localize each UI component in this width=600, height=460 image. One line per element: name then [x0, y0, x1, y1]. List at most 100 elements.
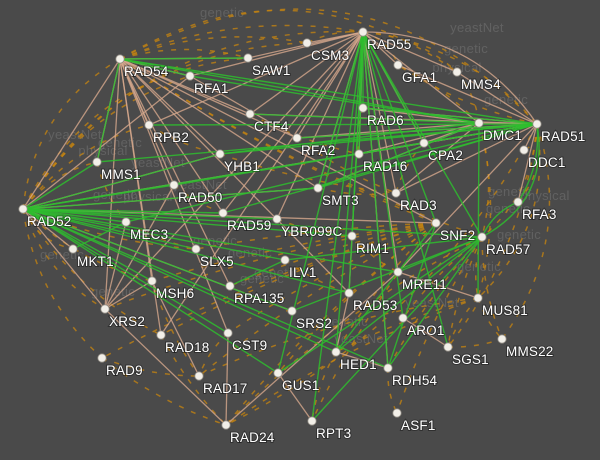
node-label-ASF1[interactable]: ASF1: [400, 417, 436, 434]
node-label-RAD59[interactable]: RAD59: [226, 217, 272, 234]
node-ILV1[interactable]: [280, 255, 290, 265]
node-label-RDH54[interactable]: RDH54: [391, 372, 438, 389]
node-RIM1[interactable]: [347, 231, 357, 241]
node-SNF2[interactable]: [431, 218, 441, 228]
node-SRS2[interactable]: [287, 306, 297, 316]
node-SAW1[interactable]: [243, 53, 253, 63]
node-MKT1[interactable]: [68, 244, 78, 254]
node-RPT3[interactable]: [307, 416, 317, 426]
node-MRE11[interactable]: [393, 267, 403, 277]
node-RPB2[interactable]: [144, 120, 154, 130]
node-HED1[interactable]: [331, 347, 341, 357]
node-label-SLX5[interactable]: SLX5: [199, 253, 235, 270]
node-label-MRE11[interactable]: MRE11: [401, 276, 448, 293]
node-label-RAD52[interactable]: RAD52: [26, 213, 72, 230]
node-label-RFA3[interactable]: RFA3: [521, 206, 557, 223]
node-ASF1[interactable]: [392, 408, 402, 418]
node-label-RFA1[interactable]: RFA1: [193, 80, 229, 97]
node-label-CTF4[interactable]: CTF4: [253, 118, 290, 135]
node-RAD54[interactable]: [115, 54, 125, 64]
node-RAD52[interactable]: [18, 204, 28, 214]
node-ARO1[interactable]: [398, 313, 408, 323]
node-label-XRS2[interactable]: XRS2: [108, 313, 146, 330]
node-SGS1[interactable]: [443, 342, 453, 352]
node-label-MSH6[interactable]: MSH6: [155, 285, 195, 302]
node-SMT3[interactable]: [313, 183, 323, 193]
node-label-RAD51[interactable]: RAD51: [540, 128, 586, 145]
node-RFA2[interactable]: [292, 133, 302, 143]
node-label-RAD54[interactable]: RAD54: [123, 63, 170, 80]
node-label-RAD16[interactable]: RAD16: [362, 158, 408, 175]
node-RAD51[interactable]: [532, 119, 542, 129]
node-RAD6[interactable]: [358, 103, 368, 113]
node-RAD24[interactable]: [221, 420, 231, 430]
node-label-MMS22[interactable]: MMS22: [505, 343, 554, 360]
node-label-RAD6[interactable]: RAD6: [366, 112, 405, 129]
node-label-SGS1[interactable]: SGS1: [451, 351, 490, 368]
node-label-CSM3[interactable]: CSM3: [310, 47, 350, 64]
node-RAD59[interactable]: [218, 208, 228, 218]
node-label-GUS1[interactable]: GUS1: [281, 377, 320, 394]
node-label-RAD9[interactable]: RAD9: [105, 362, 144, 379]
node-SLX5[interactable]: [191, 244, 201, 254]
node-MMS22[interactable]: [497, 334, 507, 344]
node-RAD3[interactable]: [391, 188, 401, 198]
node-label-RIM1[interactable]: RIM1: [355, 240, 390, 257]
node-DDC1[interactable]: [519, 145, 529, 155]
node-label-YBR099C[interactable]: YBR099C: [280, 223, 343, 240]
node-YHB1[interactable]: [215, 149, 225, 159]
node-GUS1[interactable]: [273, 368, 283, 378]
node-label-YHB1[interactable]: YHB1: [223, 158, 261, 175]
node-RFA1[interactable]: [185, 71, 195, 81]
node-label-MUS81[interactable]: MUS81: [481, 302, 529, 319]
node-label-SAW1[interactable]: SAW1: [251, 62, 291, 79]
node-CTF4[interactable]: [245, 109, 255, 119]
node-label-RPT3[interactable]: RPT3: [315, 425, 352, 442]
node-label-ARO1[interactable]: ARO1: [406, 322, 445, 339]
node-label-MKT1[interactable]: MKT1: [76, 253, 115, 270]
node-label-CPA2[interactable]: CPA2: [427, 147, 464, 164]
node-XRS2[interactable]: [100, 304, 110, 314]
node-MSH6[interactable]: [147, 276, 157, 286]
node-label-MEC3[interactable]: MEC3: [129, 226, 169, 243]
node-RAD9[interactable]: [97, 353, 107, 363]
node-label-RPA135[interactable]: RPA135: [233, 290, 285, 307]
node-MMS4[interactable]: [452, 67, 462, 77]
node-label-MMS4[interactable]: MMS4: [460, 76, 502, 93]
node-label-RAD17[interactable]: RAD17: [202, 380, 248, 397]
node-label-RAD24[interactable]: RAD24: [229, 429, 276, 446]
node-label-RAD50[interactable]: RAD50: [177, 189, 223, 206]
node-label-MMS1[interactable]: MMS1: [100, 166, 142, 183]
node-RAD50[interactable]: [169, 180, 179, 190]
node-RAD55[interactable]: [358, 27, 368, 37]
node-GFA1[interactable]: [393, 60, 403, 70]
node-label-CST9[interactable]: CST9: [231, 337, 268, 354]
node-DMC1[interactable]: [474, 118, 484, 128]
node-label-SRS2[interactable]: SRS2: [295, 315, 333, 332]
node-MMS1[interactable]: [92, 157, 102, 167]
node-label-RAD3[interactable]: RAD3: [399, 197, 438, 214]
node-label-SMT3[interactable]: SMT3: [321, 192, 360, 209]
node-MEC3[interactable]: [121, 217, 131, 227]
node-RAD57[interactable]: [477, 232, 487, 242]
node-CSM3[interactable]: [302, 38, 312, 48]
node-label-ILV1[interactable]: ILV1: [288, 264, 317, 281]
node-label-RAD55[interactable]: RAD55: [366, 36, 412, 53]
node-YBR099C[interactable]: [272, 214, 282, 224]
node-label-RPB2[interactable]: RPB2: [152, 129, 190, 146]
node-RAD53[interactable]: [344, 288, 354, 298]
node-CPA2[interactable]: [419, 138, 429, 148]
node-RDH54[interactable]: [383, 363, 393, 373]
node-RFA3[interactable]: [513, 197, 523, 207]
node-MUS81[interactable]: [473, 293, 483, 303]
node-RAD18[interactable]: [156, 330, 166, 340]
node-label-RAD18[interactable]: RAD18: [164, 339, 210, 356]
node-label-RAD53[interactable]: RAD53: [352, 297, 398, 314]
node-label-SNF2[interactable]: SNF2: [439, 227, 476, 244]
node-label-DDC1[interactable]: DDC1: [527, 154, 566, 171]
node-label-DMC1[interactable]: DMC1: [482, 127, 523, 144]
node-label-RAD57[interactable]: RAD57: [485, 241, 531, 258]
node-label-HED1[interactable]: HED1: [339, 356, 378, 373]
